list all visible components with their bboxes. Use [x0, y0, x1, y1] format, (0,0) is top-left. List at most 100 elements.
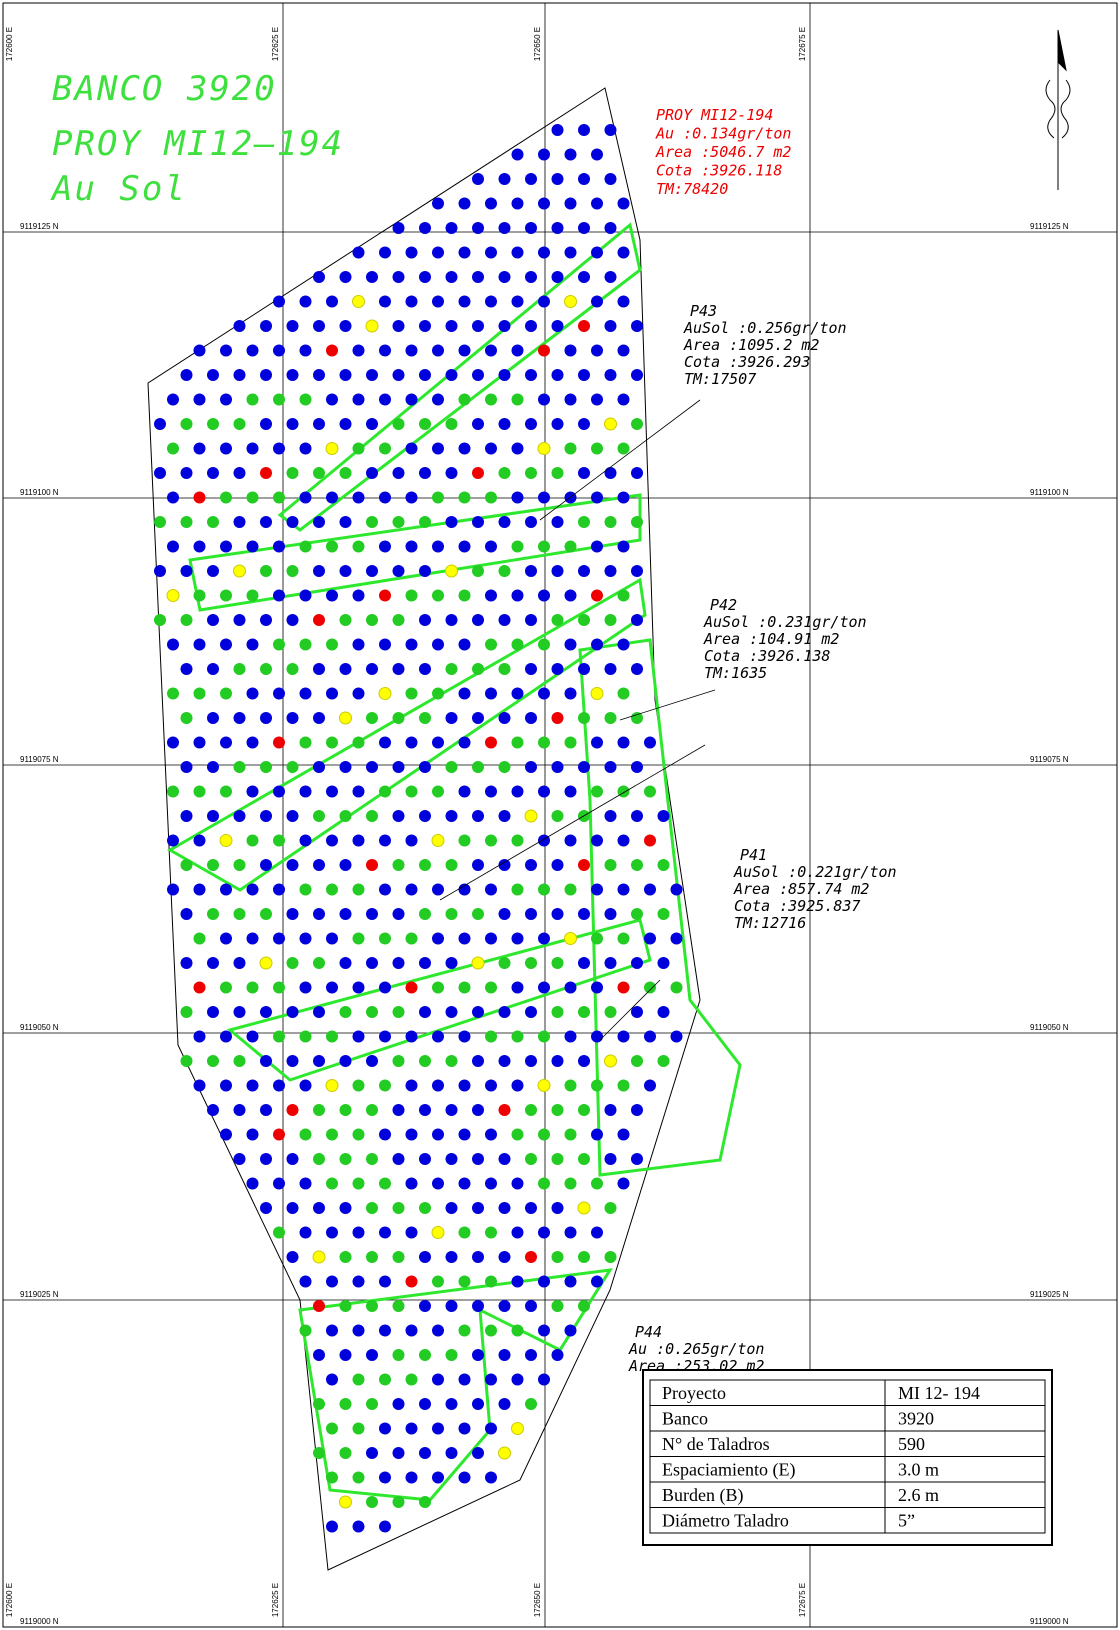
drill-hole [485, 1472, 497, 1484]
drill-hole [499, 467, 511, 479]
drill-hole [432, 1325, 444, 1337]
drill-hole [631, 1153, 643, 1165]
drill-hole [234, 908, 246, 920]
easting-label: 172650 E [533, 1583, 542, 1617]
drill-hole [525, 1202, 537, 1214]
drill-hole [194, 884, 206, 896]
drill-hole [538, 296, 550, 308]
table-cell: N° de Taladros [662, 1434, 770, 1454]
drill-hole [247, 884, 259, 896]
drill-hole [459, 982, 471, 994]
drill-hole [591, 296, 603, 308]
drill-hole [220, 786, 232, 798]
drill-hole [419, 467, 431, 479]
drill-hole [538, 1276, 550, 1288]
drill-hole [591, 1276, 603, 1288]
drill-hole [485, 786, 497, 798]
drill-hole [499, 908, 511, 920]
drill-hole [631, 614, 643, 626]
drill-hole [658, 810, 670, 822]
drill-hole [538, 933, 550, 945]
drill-hole [565, 835, 577, 847]
drill-hole [512, 247, 524, 259]
drill-hole [220, 492, 232, 504]
drill-hole [552, 320, 564, 332]
drill-hole [326, 443, 338, 455]
drill-hole [565, 1227, 577, 1239]
drill-hole [512, 1423, 524, 1435]
drill-hole [512, 1129, 524, 1141]
drill-hole [499, 516, 511, 528]
easting-label: 172625 E [271, 1583, 280, 1617]
drill-hole [220, 541, 232, 553]
drill-hole [207, 614, 219, 626]
drill-hole [300, 394, 312, 406]
drill-hole [419, 1496, 431, 1508]
drill-hole [181, 418, 193, 430]
drill-hole [379, 688, 391, 700]
drill-hole [406, 688, 418, 700]
drill-hole [326, 786, 338, 798]
drill-hole [366, 1153, 378, 1165]
drill-hole [565, 786, 577, 798]
drill-hole [631, 761, 643, 773]
drill-hole [591, 835, 603, 847]
drill-hole [552, 222, 564, 234]
drill-hole [181, 614, 193, 626]
drill-hole [591, 443, 603, 455]
drill-hole [446, 516, 458, 528]
drill-hole [644, 1031, 656, 1043]
drill-hole [366, 1496, 378, 1508]
drill-hole [207, 712, 219, 724]
drill-hole [565, 1325, 577, 1337]
drill-hole [512, 198, 524, 210]
drill-hole [512, 1227, 524, 1239]
drill-hole [499, 173, 511, 185]
northing-label: 9119100 N [1030, 488, 1069, 497]
drill-hole [432, 492, 444, 504]
drill-hole [353, 1227, 365, 1239]
drill-hole [565, 443, 577, 455]
drill-hole [353, 1472, 365, 1484]
drill-hole [260, 467, 272, 479]
drill-hole [512, 786, 524, 798]
drill-hole [472, 1202, 484, 1214]
drill-hole [300, 835, 312, 847]
drill-hole [485, 541, 497, 553]
drill-hole [538, 639, 550, 651]
northing-label: 9119000 N [20, 1617, 59, 1626]
drill-hole [631, 565, 643, 577]
drill-hole [618, 394, 630, 406]
drill-hole [313, 1006, 325, 1018]
drill-hole [631, 663, 643, 675]
drill-hole [207, 467, 219, 479]
drill-hole [605, 908, 617, 920]
drill-hole [167, 492, 179, 504]
drill-hole [485, 835, 497, 847]
drill-hole [194, 982, 206, 994]
drill-hole [472, 810, 484, 822]
drill-hole [446, 1202, 458, 1214]
drill-hole [525, 957, 537, 969]
drill-hole [326, 835, 338, 847]
drill-hole [247, 737, 259, 749]
drill-hole [578, 1300, 590, 1312]
drill-hole [273, 1080, 285, 1092]
drill-hole [565, 639, 577, 651]
drill-hole [326, 1276, 338, 1288]
drill-hole [565, 1031, 577, 1043]
drill-hole [658, 908, 670, 920]
drill-hole [379, 492, 391, 504]
drill-hole [353, 737, 365, 749]
drill-hole [379, 982, 391, 994]
drill-hole [247, 1080, 259, 1092]
drill-hole [406, 884, 418, 896]
drill-hole [234, 467, 246, 479]
drill-hole [313, 908, 325, 920]
drill-hole [207, 1006, 219, 1018]
drill-hole [512, 639, 524, 651]
drill-hole [499, 663, 511, 675]
drill-hole [300, 737, 312, 749]
drill-hole [406, 1472, 418, 1484]
drill-hole [618, 639, 630, 651]
